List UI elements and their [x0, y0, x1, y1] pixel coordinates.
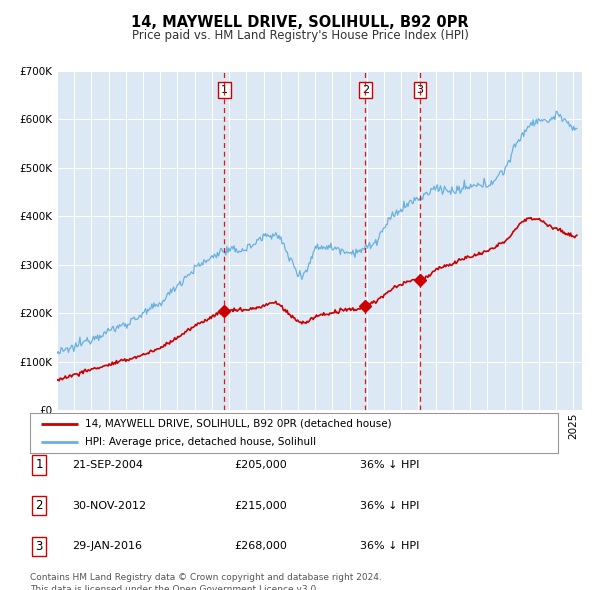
Text: 3: 3: [35, 540, 43, 553]
Text: 14, MAYWELL DRIVE, SOLIHULL, B92 0PR (detached house): 14, MAYWELL DRIVE, SOLIHULL, B92 0PR (de…: [85, 419, 392, 429]
Text: £215,000: £215,000: [234, 501, 287, 510]
Text: 2: 2: [362, 85, 369, 95]
Text: 36% ↓ HPI: 36% ↓ HPI: [360, 542, 419, 551]
Text: 1: 1: [35, 458, 43, 471]
Text: Contains HM Land Registry data © Crown copyright and database right 2024.
This d: Contains HM Land Registry data © Crown c…: [30, 573, 382, 590]
Text: 36% ↓ HPI: 36% ↓ HPI: [360, 501, 419, 510]
Text: 21-SEP-2004: 21-SEP-2004: [72, 460, 143, 470]
Text: £268,000: £268,000: [234, 542, 287, 551]
Text: 2: 2: [35, 499, 43, 512]
Text: 14, MAYWELL DRIVE, SOLIHULL, B92 0PR: 14, MAYWELL DRIVE, SOLIHULL, B92 0PR: [131, 15, 469, 30]
Text: Price paid vs. HM Land Registry's House Price Index (HPI): Price paid vs. HM Land Registry's House …: [131, 30, 469, 42]
Text: 36% ↓ HPI: 36% ↓ HPI: [360, 460, 419, 470]
Text: HPI: Average price, detached house, Solihull: HPI: Average price, detached house, Soli…: [85, 437, 317, 447]
Text: 30-NOV-2012: 30-NOV-2012: [72, 501, 146, 510]
Text: 1: 1: [221, 85, 228, 95]
Text: 29-JAN-2016: 29-JAN-2016: [72, 542, 142, 551]
Text: £205,000: £205,000: [234, 460, 287, 470]
Text: 3: 3: [416, 85, 424, 95]
